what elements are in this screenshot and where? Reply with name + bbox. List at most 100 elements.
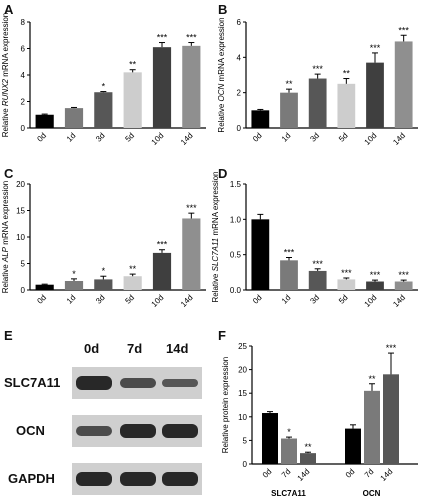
panel-d-significance: *** <box>284 247 295 257</box>
blot-band-slc7a11-7d <box>120 378 156 388</box>
panel-a-significance: ** <box>129 60 137 70</box>
panel-b-bar <box>251 110 270 128</box>
panel-a-ytick-label: 4 <box>21 71 26 80</box>
panel-a-xtick-label: 3d <box>94 131 107 144</box>
panel-c-significance: ** <box>129 264 137 274</box>
panel-f-ytick-label: 25 <box>238 342 247 351</box>
blot-band-ocn-0d <box>76 426 112 436</box>
panel-f-bar <box>262 413 278 464</box>
panel-d-ytick-label: 1.0 <box>230 215 242 224</box>
panel-b-bar <box>308 78 327 128</box>
panel-f-xtick-label: 0d <box>261 467 274 480</box>
panel-letter-c: C <box>4 166 14 181</box>
panel-f-significance: ** <box>368 374 376 384</box>
panel-d-bar <box>394 281 413 290</box>
panel-f-group-label: SLC7A11 <box>271 489 306 498</box>
panel-b-xtick-label: 10d <box>363 131 379 147</box>
panel-d-chart: 0.0 0.5 1.0 1.5 Relative SLC7A11 mRNA expres… <box>211 171 418 309</box>
panel-d-significance: *** <box>312 259 323 269</box>
panel-f-xtick-label: 0d <box>344 467 357 480</box>
blot-band-ocn-7d <box>120 424 156 438</box>
panel-b-ytick-label: 6 <box>237 18 242 27</box>
panel-c-significance: * <box>72 269 76 279</box>
panel-c-ytick-label: 5 <box>21 260 26 269</box>
panel-b-xtick-label: 1d <box>280 131 293 144</box>
panel-d-xtick-label: 1d <box>280 293 293 306</box>
panel-b-ytick-label: 4 <box>237 53 242 62</box>
panel-d-xtick-label: 3d <box>308 293 321 306</box>
panel-c-significance: *** <box>157 240 168 250</box>
blot-lane-label-14d: 14d <box>166 341 189 356</box>
panel-letter-b: B <box>218 2 228 17</box>
blot-band-gapdh-14d <box>162 472 198 486</box>
panel-letter-e: E <box>4 328 13 343</box>
panel-c-bar <box>94 279 113 290</box>
panel-a-chart: 0 2 4 6 8 Relative RUNX2 mRNA expression 0d 1d *… <box>1 13 206 147</box>
panel-b-ytick-label: 2 <box>237 89 242 98</box>
panel-c-ytick-label: 15 <box>16 207 25 216</box>
panel-c-xtick-label: 14d <box>179 293 195 309</box>
panel-f-bar <box>300 453 316 464</box>
panel-c-ylabel: Relative ALP mRNA expression <box>1 181 10 294</box>
panel-d-ytick-label: 0.0 <box>230 286 242 295</box>
panel-d-bar <box>366 281 384 290</box>
panel-d-bar <box>337 279 356 290</box>
panel-c-bar <box>182 218 201 290</box>
panel-a-ylabel: Relative RUNX2 mRNA expression <box>1 13 10 138</box>
panel-f-ytick-label: 5 <box>243 436 248 445</box>
panel-f-bar <box>345 428 361 464</box>
panel-c-bar <box>35 284 54 290</box>
blot-band-slc7a11-0d <box>76 376 112 390</box>
western-blot-panel: 0d 7d 14d SLC7A11 OCN GAPDH <box>0 325 212 500</box>
panel-f-xtick-label: 14d <box>296 467 312 483</box>
panel-a-bar <box>152 47 172 128</box>
panel-a-significance: *** <box>186 33 197 43</box>
panel-f-significance: ** <box>304 442 312 452</box>
panel-d-bar <box>308 270 327 290</box>
panel-letter-d: D <box>218 166 228 181</box>
panel-b-xtick-label: 14d <box>391 131 407 147</box>
panel-b-significance: *** <box>398 25 409 35</box>
panel-c-xtick-label: 0d <box>35 293 48 306</box>
panel-a-ytick-label: 2 <box>21 98 26 107</box>
panel-b-xtick-label: 5d <box>337 131 350 144</box>
panel-f-significance: *** <box>386 343 397 353</box>
panel-a-ytick-label: 6 <box>21 45 26 54</box>
panel-c-xtick-label: 5d <box>123 293 136 306</box>
panel-c-bar <box>123 276 142 290</box>
panel-c-xtick-label: 3d <box>94 293 107 306</box>
panel-b-xtick-label: 3d <box>308 131 321 144</box>
panel-c-chart: 0 5 10 15 20 Relative ALP mRNA expression 0d * 1… <box>1 180 206 309</box>
blot-band-gapdh-7d <box>120 472 156 486</box>
blot-row-label-slc7a11: SLC7A11 <box>4 375 61 390</box>
blot-lane-label-7d: 7d <box>127 341 143 356</box>
panel-f-xtick-label: 14d <box>379 467 395 483</box>
blot-row-label-gapdh: GAPDH <box>8 471 55 486</box>
panel-a-xtick-label: 10d <box>150 131 166 147</box>
panel-letter-a: A <box>4 2 14 17</box>
panel-a-xtick-label: 5d <box>123 131 136 144</box>
panel-a-bar <box>182 45 201 128</box>
panel-b-chart: 0 2 4 6 Relative OCN mRNA expression 0d ** 1d **… <box>217 17 418 147</box>
blot-strip-ocn <box>72 415 202 447</box>
panel-a-xtick-label: 0d <box>35 131 48 144</box>
panel-c-ytick-label: 10 <box>16 233 25 242</box>
panel-c-xtick-label: 10d <box>150 293 166 309</box>
panel-f-significance: * <box>287 427 291 437</box>
panel-b-significance: ** <box>285 79 293 89</box>
panel-f-ytick-label: 20 <box>238 366 247 375</box>
panel-a-xtick-label: 14d <box>179 131 195 147</box>
panel-d-bar <box>280 260 298 290</box>
panel-d-ytick-label: 1.5 <box>230 180 242 189</box>
panel-f-ytick-label: 10 <box>238 413 247 422</box>
panel-d-ytick-label: 0.5 <box>230 251 242 260</box>
panel-c-xtick-label: 1d <box>65 293 78 306</box>
panel-d-ylabel: Relative SLC7A11 mRNA expression <box>211 171 220 302</box>
panel-c-ytick-label: 20 <box>16 180 25 189</box>
panel-d-significance: *** <box>341 268 352 278</box>
panel-f-xtick-label: 7d <box>280 467 293 480</box>
panel-letter-f: F <box>218 328 226 343</box>
blot-lane-label-0d: 0d <box>84 341 100 356</box>
panel-f-bar <box>383 374 399 464</box>
